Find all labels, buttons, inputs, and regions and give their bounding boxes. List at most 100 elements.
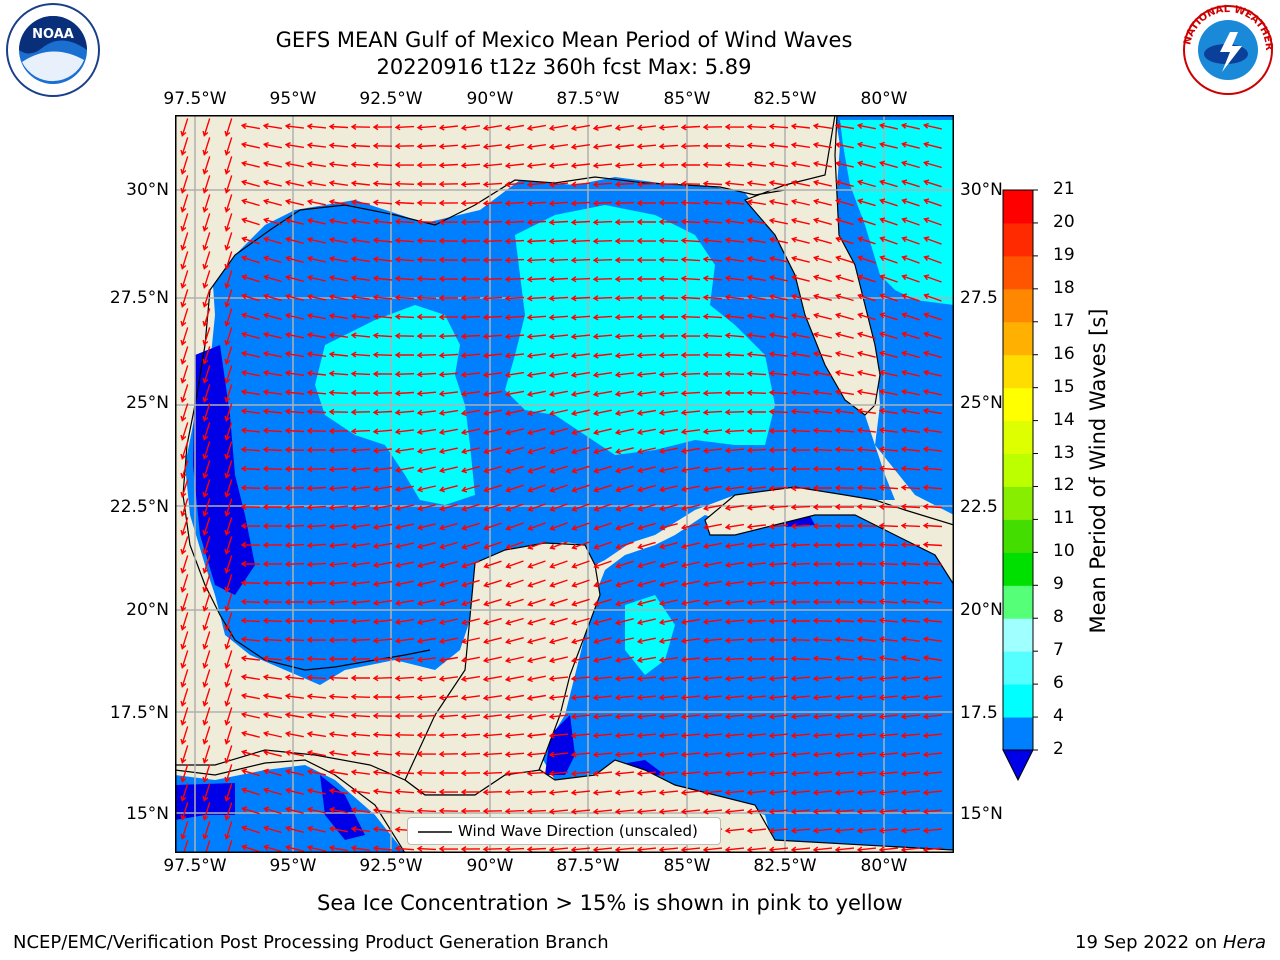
wind-wave-arrow <box>394 390 415 397</box>
wind-wave-arrow <box>180 631 189 650</box>
wind-wave-arrow <box>504 846 525 853</box>
wind-wave-arrow <box>702 370 723 378</box>
wind-wave-arrow <box>460 637 480 645</box>
wind-wave-arrow <box>790 617 810 625</box>
wind-wave-arrow <box>372 769 393 776</box>
wind-wave-arrow <box>526 713 547 720</box>
wind-wave-arrow <box>504 219 525 226</box>
wind-wave-arrow <box>372 580 393 587</box>
colorbar-segment <box>1003 486 1033 520</box>
wind-wave-arrow <box>438 845 459 852</box>
wind-wave-arrow <box>372 693 392 701</box>
wind-wave-arrow <box>262 446 283 453</box>
wind-wave-arrow <box>857 160 876 168</box>
wind-wave-arrow <box>350 180 370 187</box>
wind-wave-arrow <box>614 124 635 131</box>
wind-wave-arrow <box>768 618 789 625</box>
wind-wave-arrow <box>202 764 211 783</box>
wind-wave-arrow <box>856 122 876 130</box>
wind-wave-arrow <box>922 789 943 796</box>
wind-wave-arrow <box>526 675 546 683</box>
chart-title: GEFS MEAN Gulf of Mexico Mean Period of … <box>275 28 853 52</box>
wind-wave-arrow <box>240 484 261 491</box>
wind-wave-arrow <box>306 274 326 282</box>
wind-wave-arrow <box>702 846 723 853</box>
wind-wave-arrow <box>570 276 591 283</box>
wind-wave-arrow <box>328 428 349 435</box>
wind-wave-arrow <box>856 503 877 510</box>
wind-wave-arrow <box>505 428 524 436</box>
wind-wave-arrow <box>922 675 943 682</box>
wind-wave-arrow <box>306 198 326 206</box>
wind-wave-arrow <box>856 598 877 605</box>
wind-wave-arrow <box>702 789 723 796</box>
wind-wave-arrow <box>901 274 920 283</box>
wind-wave-arrow <box>416 580 436 588</box>
lat-label-left: 30°N <box>126 180 169 200</box>
wind-wave-arrow <box>636 237 657 245</box>
wind-wave-arrow <box>724 180 745 187</box>
wind-wave-arrow <box>284 730 304 738</box>
wind-wave-arrow <box>526 390 546 398</box>
wind-wave-arrow <box>263 274 282 283</box>
wind-wave-arrow <box>284 389 304 396</box>
wind-wave-arrow <box>328 255 348 263</box>
wind-wave-arrow <box>350 599 370 606</box>
wind-wave-arrow <box>570 789 591 796</box>
wind-wave-arrow <box>768 351 788 358</box>
wind-wave-arrow <box>834 350 854 358</box>
wind-wave-arrow <box>812 789 833 796</box>
colorbar-tick-label: 11 <box>1053 508 1075 529</box>
wind-wave-arrow <box>658 428 679 435</box>
wind-wave-arrow <box>372 599 393 606</box>
wind-wave-arrow <box>570 390 590 398</box>
wind-wave-arrow <box>724 351 745 358</box>
wind-wave-arrow <box>202 536 211 555</box>
wind-wave-arrow <box>438 275 459 282</box>
wind-wave-arrow <box>439 599 458 607</box>
wind-wave-arrow <box>658 846 679 853</box>
wind-wave-arrow <box>240 369 260 377</box>
wind-wave-arrow <box>306 332 327 339</box>
wind-wave-arrow <box>180 669 189 688</box>
wind-wave-arrow <box>746 637 767 644</box>
wind-wave-arrow <box>240 389 261 396</box>
wind-wave-arrow <box>900 122 920 130</box>
wind-wave-arrow <box>724 694 745 701</box>
wind-wave-arrow <box>834 808 855 815</box>
wind-wave-arrow <box>460 713 481 720</box>
wind-wave-arrow <box>746 485 767 492</box>
wind-wave-arrow <box>901 369 920 377</box>
wind-wave-arrow <box>680 256 701 263</box>
wind-wave-arrow <box>856 694 877 701</box>
wind-wave-arrow <box>438 788 459 795</box>
wind-wave-arrow <box>372 542 393 550</box>
wind-wave-arrow <box>790 827 811 834</box>
wind-wave-arrow <box>636 694 657 701</box>
wind-wave-arrow <box>834 522 854 530</box>
wind-wave-arrow <box>224 479 233 498</box>
wind-wave-arrow <box>615 618 634 626</box>
wind-wave-arrow <box>350 826 371 833</box>
wind-wave-arrow <box>180 137 189 156</box>
wind-wave-arrow <box>636 352 657 359</box>
wind-wave-arrow <box>241 825 260 834</box>
wind-wave-arrow <box>614 200 635 207</box>
wind-wave-arrow <box>878 427 898 434</box>
wind-wave-arrow <box>835 217 854 226</box>
wind-wave-arrow <box>856 751 877 758</box>
wind-wave-arrow <box>180 232 189 251</box>
wind-wave-arrow <box>548 143 569 150</box>
wind-wave-arrow <box>328 787 349 795</box>
wind-wave-arrow <box>593 637 612 645</box>
wind-wave-arrow <box>482 409 502 417</box>
wind-wave-arrow <box>394 731 415 738</box>
wind-wave-arrow <box>900 465 921 472</box>
wind-wave-arrow <box>504 732 525 739</box>
wind-wave-arrow <box>768 636 788 644</box>
wind-wave-arrow <box>900 503 921 510</box>
wind-wave-arrow <box>202 498 211 517</box>
wind-wave-arrow <box>768 732 789 739</box>
wind-wave-arrow <box>790 198 810 206</box>
wind-wave-arrow <box>812 427 833 434</box>
